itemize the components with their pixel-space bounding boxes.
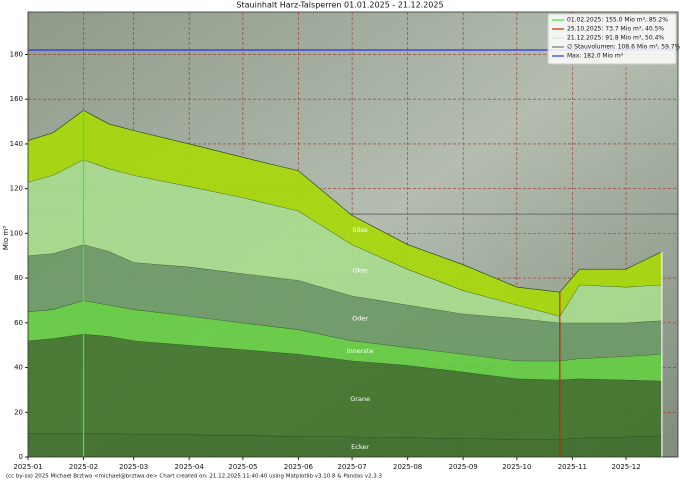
y-tick-label: 140 xyxy=(10,140,23,148)
legend-label: Max: 182.0 Mio m³ xyxy=(567,53,624,60)
x-tick-label: 2025-05 xyxy=(228,463,257,471)
legend-label: 01.02.2025: 155.0 Mio m³, 85.2% xyxy=(567,17,668,24)
x-tick-label: 2025-10 xyxy=(502,463,531,471)
x-tick-label: 2025-06 xyxy=(284,463,314,471)
x-tick-label: 2025-09 xyxy=(448,463,477,471)
legend-label: 21.12.2025: 91.8 Mio m³, 50.4% xyxy=(567,35,664,42)
legend-label: ∅ Stauvolumen: 108.6 Mio m³, 59.7% xyxy=(567,44,680,51)
area-label: Grane xyxy=(350,395,370,403)
x-tick-label: 2025-11 xyxy=(558,463,587,471)
area-fill xyxy=(28,110,662,317)
y-tick-label: 160 xyxy=(10,95,23,103)
plot-frame xyxy=(27,11,679,458)
area-fill xyxy=(28,159,662,323)
x-tick-label: 2025-08 xyxy=(393,463,422,471)
y-tick-label: 0 xyxy=(19,453,23,461)
footer: (cc by-sa) 2025 Michael Brztwa <michael@… xyxy=(6,474,382,480)
area-label: Söse xyxy=(352,226,368,234)
x-tick-label: 2025-03 xyxy=(119,463,148,471)
y-axis-label: Mio m³ xyxy=(2,226,10,250)
x-tick-label: 2025-12 xyxy=(611,463,640,471)
y-tick-label: 60 xyxy=(14,319,23,327)
area-label: Ecker xyxy=(351,443,369,451)
y-tick-label: 20 xyxy=(14,408,23,416)
legend-label: 25.10.2025: 73.7 Mio m³, 40.5% xyxy=(567,26,664,33)
area-fill xyxy=(28,300,662,381)
y-tick-label: 180 xyxy=(10,50,23,58)
y-tick-label: 80 xyxy=(14,274,23,282)
area-label: Innerste xyxy=(347,347,374,355)
area-label: Oker xyxy=(352,266,368,274)
legend-box xyxy=(547,13,677,65)
area-fill xyxy=(28,334,662,440)
area-edge xyxy=(27,110,663,293)
area-fill xyxy=(28,433,662,457)
x-tick-label: 2025-04 xyxy=(175,463,205,471)
y-tick-label: 120 xyxy=(10,185,23,193)
x-tick-label: 2025-02 xyxy=(69,463,98,471)
y-tick-label: 40 xyxy=(14,364,23,372)
area-fill xyxy=(28,244,662,361)
chart-title: Stauinhalt Harz-Talsperren 01.01.2025 - … xyxy=(236,1,443,10)
area-label: Oder xyxy=(352,314,368,322)
x-tick-label: 2025-01 xyxy=(13,463,42,471)
x-tick-label: 2025-07 xyxy=(337,463,366,471)
y-tick-label: 100 xyxy=(10,229,23,237)
